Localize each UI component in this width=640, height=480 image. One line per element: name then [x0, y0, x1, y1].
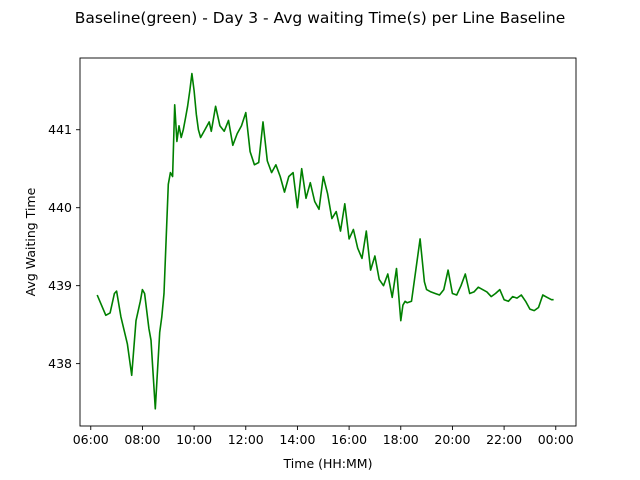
- x-tick-label: 12:00: [228, 432, 264, 447]
- x-tick-label: 16:00: [331, 432, 367, 447]
- x-axis-label: Time (HH:MM): [283, 456, 373, 471]
- plot-frame: [79, 57, 577, 427]
- chart-title: Baseline(green) - Day 3 - Avg waiting Ti…: [75, 9, 566, 27]
- y-tick-label: 438: [48, 356, 72, 371]
- plot-area: [79, 57, 577, 427]
- x-axis-ticks: 06:00 08:00 10:00 12:00 14:00 16:00 18:00 20:00…: [73, 426, 574, 447]
- x-tick-label: 22:00: [486, 432, 522, 447]
- x-tick-label: 18:00: [383, 432, 419, 447]
- x-tick-label: 20:00: [434, 432, 470, 447]
- y-tick-label: 440: [48, 200, 72, 215]
- x-tick-label: 06:00: [73, 432, 109, 447]
- x-tick-label: 10:00: [176, 432, 212, 447]
- y-axis-label: Avg Waiting Time: [23, 187, 38, 296]
- y-tick-label: 441: [48, 122, 72, 137]
- x-tick-label: 08:00: [124, 432, 160, 447]
- y-tick-label: 439: [48, 278, 72, 293]
- y-axis-ticks: 438 439 440 441: [48, 122, 80, 371]
- x-tick-label: 14:00: [279, 432, 315, 447]
- series-line: [96, 72, 554, 410]
- x-tick-label: 00:00: [538, 432, 574, 447]
